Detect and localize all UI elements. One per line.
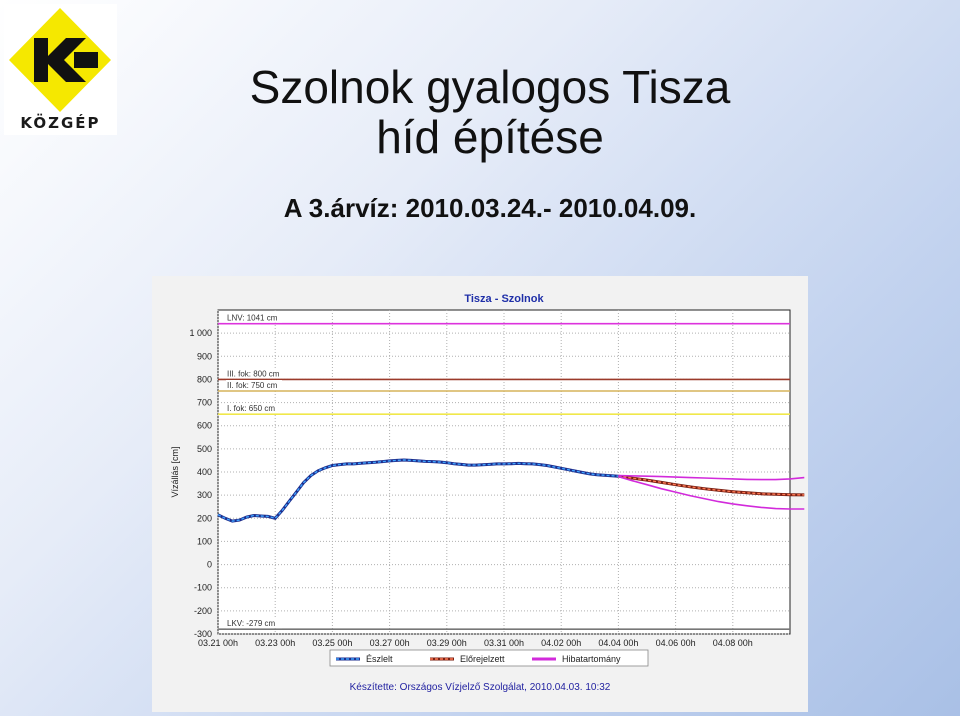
water-level-chart: Tisza - Szolnok 1 000 900 800 700 600 500 400 30… bbox=[170, 293, 805, 667]
y-tick-label: 300 bbox=[197, 490, 212, 500]
y-tick-label: -100 bbox=[194, 583, 212, 593]
y-tick-label: 500 bbox=[197, 444, 212, 454]
y-tick-label: 100 bbox=[197, 536, 212, 546]
series-line-forecast-dash bbox=[618, 475, 805, 496]
series-line-error-band bbox=[618, 474, 805, 481]
y-tick-label: 400 bbox=[197, 467, 212, 477]
logo-k-bar bbox=[74, 52, 98, 68]
reference-label: I. fok: 650 cm bbox=[227, 404, 275, 413]
reference-label: LNV: 1041 cm bbox=[227, 314, 278, 323]
y-tick-label: -300 bbox=[194, 629, 212, 639]
logo-text: KÖZGÉP bbox=[20, 114, 101, 132]
y-tick-label: 800 bbox=[197, 374, 212, 384]
slide-subtitle: A 3.árvíz: 2010.03.24.- 2010.04.09. bbox=[283, 193, 697, 223]
legend-label: Hibatartomány bbox=[562, 654, 621, 664]
x-tick-label: 03.21 00h bbox=[198, 638, 238, 648]
x-tick-label: 04.02 00h bbox=[541, 638, 581, 648]
x-tick-label: 03.31 00h bbox=[484, 638, 524, 648]
legend-label: Előrejelzett bbox=[460, 654, 505, 664]
reference-label-bg bbox=[226, 380, 282, 390]
x-tick-label: 04.06 00h bbox=[656, 638, 696, 648]
series-line-error-band bbox=[618, 475, 805, 510]
slide-title-line-2: híd építése bbox=[376, 111, 604, 163]
x-tick-label: 03.29 00h bbox=[427, 638, 467, 648]
x-tick-label: 03.25 00h bbox=[312, 638, 352, 648]
reference-label: LKV: -279 cm bbox=[227, 619, 276, 628]
y-tick-label: 900 bbox=[197, 351, 212, 361]
company-logo: KÖZGÉP bbox=[4, 4, 117, 135]
x-tick-label: 04.08 00h bbox=[713, 638, 753, 648]
x-tick-label: 04.04 00h bbox=[598, 638, 638, 648]
chart-panel: Tisza - Szolnok 1 000 900 800 700 600 500 400 30… bbox=[152, 276, 808, 712]
y-tick-label: 200 bbox=[197, 513, 212, 523]
reference-label-bg bbox=[226, 403, 282, 414]
slide-title-line-1: Szolnok gyalogos Tisza bbox=[249, 61, 731, 113]
y-tick-label: 700 bbox=[197, 398, 212, 408]
reference-label-bg bbox=[226, 368, 282, 379]
reference-label-bg bbox=[226, 312, 282, 323]
chart-title: Tisza - Szolnok bbox=[464, 293, 544, 305]
reference-label: III. fok: 800 cm bbox=[227, 369, 280, 378]
y-tick-label: 600 bbox=[197, 421, 212, 431]
y-tick-label: 0 bbox=[207, 560, 212, 570]
reference-label: II. fok: 750 cm bbox=[227, 381, 278, 390]
x-tick-label: 03.27 00h bbox=[370, 638, 410, 648]
y-axis-label: Vízállás [cm] bbox=[170, 446, 180, 497]
chart-credit: Készítette: Országos Vízjelző Szolgálat,… bbox=[349, 682, 611, 693]
y-tick-label: 1 000 bbox=[189, 328, 212, 338]
y-tick-label: -200 bbox=[194, 606, 212, 616]
legend-box bbox=[329, 649, 649, 667]
slide-title: Szolnok gyalogos Tisza híd építése bbox=[140, 62, 840, 162]
reference-label-bg bbox=[226, 618, 282, 629]
logo-k-mark bbox=[34, 38, 86, 82]
series-line-observed-dash bbox=[217, 459, 619, 522]
legend-label: Észlelt bbox=[366, 654, 393, 664]
logo-graphic bbox=[9, 8, 111, 112]
x-tick-label: 03.23 00h bbox=[255, 638, 295, 648]
